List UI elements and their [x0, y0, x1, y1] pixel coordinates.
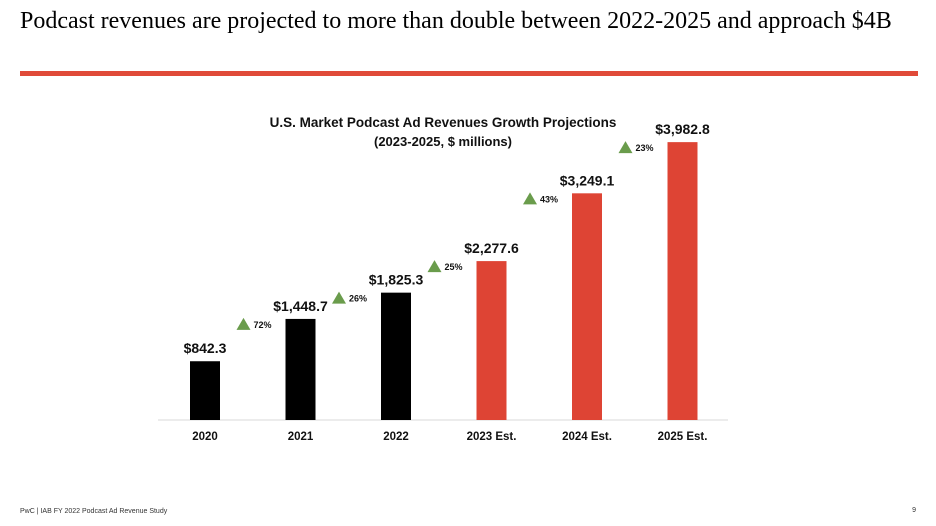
bar-value-label: $3,982.8	[655, 121, 710, 137]
bar-2022	[381, 292, 411, 420]
bar-2024-est	[572, 193, 602, 420]
growth-percent-label: 26%	[349, 294, 367, 304]
growth-up-arrow-icon	[332, 291, 346, 304]
bar-2020	[190, 361, 220, 420]
category-label: 2022	[383, 431, 409, 443]
growth-percent-label: 43%	[540, 194, 558, 204]
bar-value-label: $3,249.1	[560, 172, 615, 188]
category-labels-layer: 2020 2021 2022 2023 Est. 2024 Est. 2025 Est.	[192, 431, 707, 443]
bar-value-label: $1,448.7	[273, 298, 328, 314]
category-label: 2025 Est.	[658, 431, 708, 443]
category-label: 2024 Est.	[562, 431, 612, 443]
bar-value-label: $2,277.6	[464, 240, 519, 256]
category-label: 2020	[192, 431, 218, 443]
category-label: 2021	[288, 431, 314, 443]
page-number: 9	[912, 507, 916, 514]
bar-2023-est	[476, 261, 507, 420]
chart-title: U.S. Market Podcast Ad Revenues Growth P…	[270, 115, 617, 130]
chart-subtitle: (2023-2025, $ millions)	[374, 134, 512, 149]
slide-headline: Podcast revenues are projected to more t…	[20, 8, 892, 34]
bar-value-label: $842.3	[184, 340, 227, 356]
bar-value-label: $1,825.3	[369, 272, 424, 288]
headline-rule	[20, 71, 918, 76]
bar-2025-est	[667, 142, 698, 420]
growth-up-arrow-icon	[523, 192, 537, 205]
growth-percent-label: 23%	[636, 143, 654, 153]
growth-markers-layer: 72% 26% 25% 43% 23%	[236, 141, 654, 330]
value-labels-layer: $842.3 $1,448.7 $1,825.3 $2,277.6 $3,249.1 $3…	[184, 121, 710, 356]
growth-percent-label: 25%	[445, 262, 463, 272]
growth-percent-label: 72%	[254, 320, 272, 330]
category-label: 2023 Est.	[467, 431, 517, 443]
bar-2021	[285, 318, 316, 420]
footer-source: PwC | IAB FY 2022 Podcast Ad Revenue Stu…	[20, 508, 168, 515]
bars-layer	[190, 142, 698, 420]
growth-up-arrow-icon	[427, 260, 442, 273]
growth-up-arrow-icon	[618, 141, 633, 154]
growth-up-arrow-icon	[236, 317, 251, 330]
